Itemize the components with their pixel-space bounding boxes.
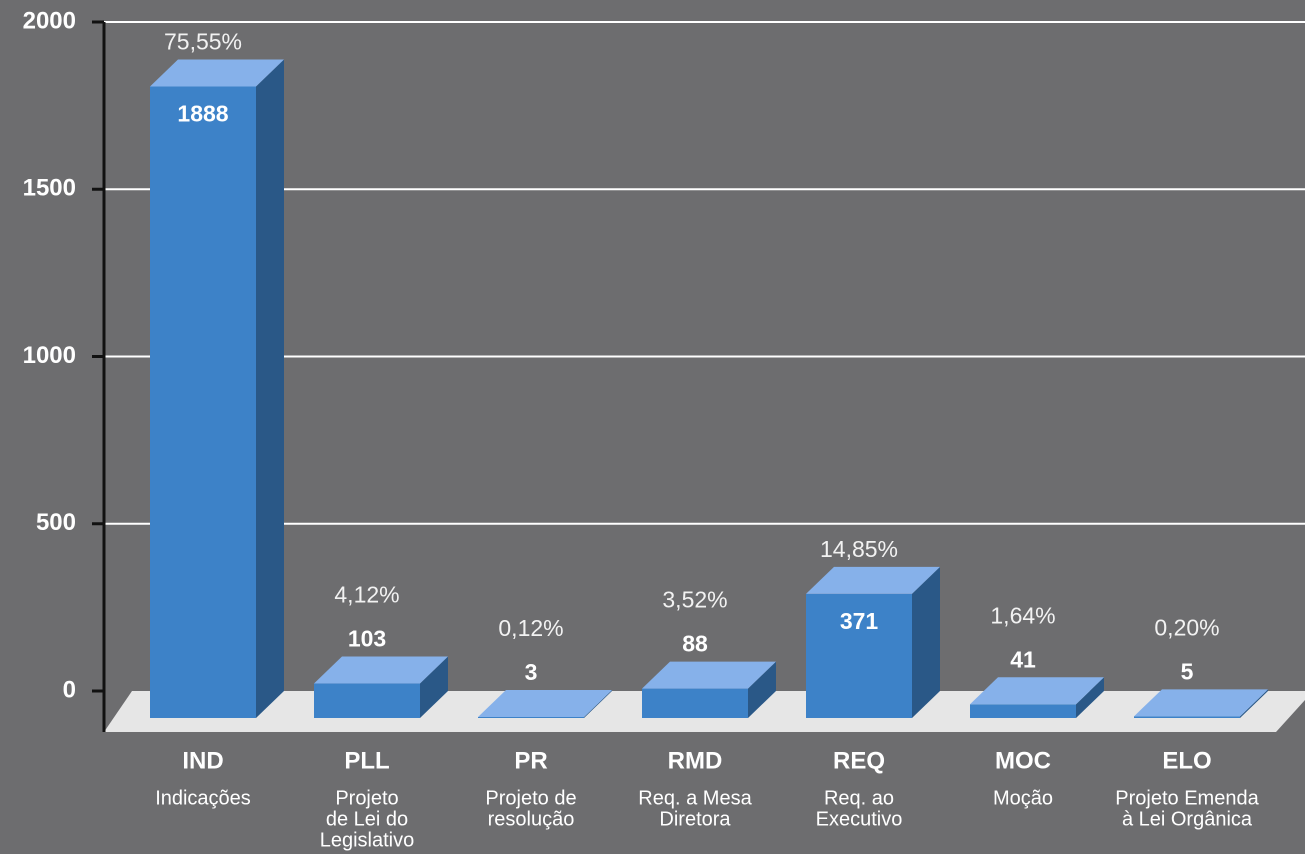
value-label: 41 bbox=[1010, 646, 1036, 672]
bar-side bbox=[912, 566, 940, 718]
category-description: Req. ao bbox=[824, 787, 894, 809]
bar-top bbox=[806, 566, 940, 594]
bar-front bbox=[806, 593, 912, 718]
category-description: Executivo bbox=[816, 808, 903, 830]
category-label: RMD bbox=[668, 747, 723, 774]
value-label: 5 bbox=[1181, 658, 1194, 684]
category-description: Legislativo bbox=[320, 829, 415, 851]
category-description: Req. a Mesa bbox=[638, 787, 752, 809]
percentage-label: 0,20% bbox=[1154, 614, 1219, 640]
category-description: Projeto bbox=[335, 787, 398, 809]
bar-top bbox=[1134, 689, 1268, 717]
bar-top bbox=[314, 656, 448, 684]
bar-side bbox=[420, 656, 448, 718]
bar bbox=[314, 656, 448, 718]
bar bbox=[478, 689, 612, 718]
value-label: 103 bbox=[348, 626, 386, 652]
percentage-label: 4,12% bbox=[334, 582, 399, 608]
category-label: IND bbox=[182, 747, 223, 774]
category-label: PLL bbox=[344, 747, 389, 774]
bar bbox=[150, 59, 284, 719]
value-label: 371 bbox=[840, 608, 879, 634]
bar bbox=[970, 677, 1104, 718]
percentage-label: 1,64% bbox=[990, 602, 1055, 628]
value-label: 88 bbox=[682, 631, 708, 657]
bar-front bbox=[642, 688, 748, 718]
category-label: ELO bbox=[1162, 747, 1211, 774]
y-tick-label: 500 bbox=[36, 509, 76, 536]
value-label: 3 bbox=[525, 659, 538, 685]
y-tick-label: 0 bbox=[63, 676, 76, 703]
category-description: de Lei do bbox=[326, 808, 408, 830]
bar-top bbox=[150, 59, 284, 87]
percentage-label: 3,52% bbox=[662, 587, 727, 613]
category-description: resolução bbox=[488, 808, 575, 830]
category-description: Moção bbox=[993, 787, 1053, 809]
percentage-label: 0,12% bbox=[498, 615, 563, 641]
category-description: Projeto de bbox=[485, 787, 576, 809]
y-tick-label: 2000 bbox=[23, 7, 76, 34]
bar bbox=[642, 661, 776, 718]
bar-front bbox=[970, 704, 1076, 718]
category-label: MOC bbox=[995, 747, 1051, 774]
value-label: 1888 bbox=[177, 101, 228, 127]
bar-side bbox=[584, 689, 612, 718]
category-description: Projeto Emenda bbox=[1115, 787, 1259, 809]
category-description: Diretora bbox=[659, 808, 731, 830]
percentage-label: 75,55% bbox=[164, 29, 242, 55]
bar bbox=[1134, 689, 1268, 718]
bar-top bbox=[642, 661, 776, 689]
bar-top bbox=[478, 689, 612, 717]
bar-front bbox=[150, 86, 256, 719]
bar-top bbox=[970, 677, 1104, 705]
bar-front bbox=[1134, 716, 1240, 718]
category-label: PR bbox=[514, 747, 547, 774]
bar bbox=[806, 566, 940, 718]
bar-side bbox=[748, 661, 776, 718]
category-label: REQ bbox=[833, 747, 885, 774]
percentage-label: 14,85% bbox=[820, 536, 898, 562]
bar-side bbox=[256, 59, 284, 719]
bar-front bbox=[314, 683, 420, 718]
bar-side bbox=[1240, 689, 1268, 718]
y-tick-label: 1500 bbox=[23, 175, 76, 202]
bar-front bbox=[478, 716, 584, 718]
category-description: Indicações bbox=[155, 787, 251, 809]
category-description: à Lei Orgânica bbox=[1122, 808, 1253, 830]
bar-side bbox=[1076, 677, 1104, 718]
y-tick-label: 1000 bbox=[23, 342, 76, 369]
